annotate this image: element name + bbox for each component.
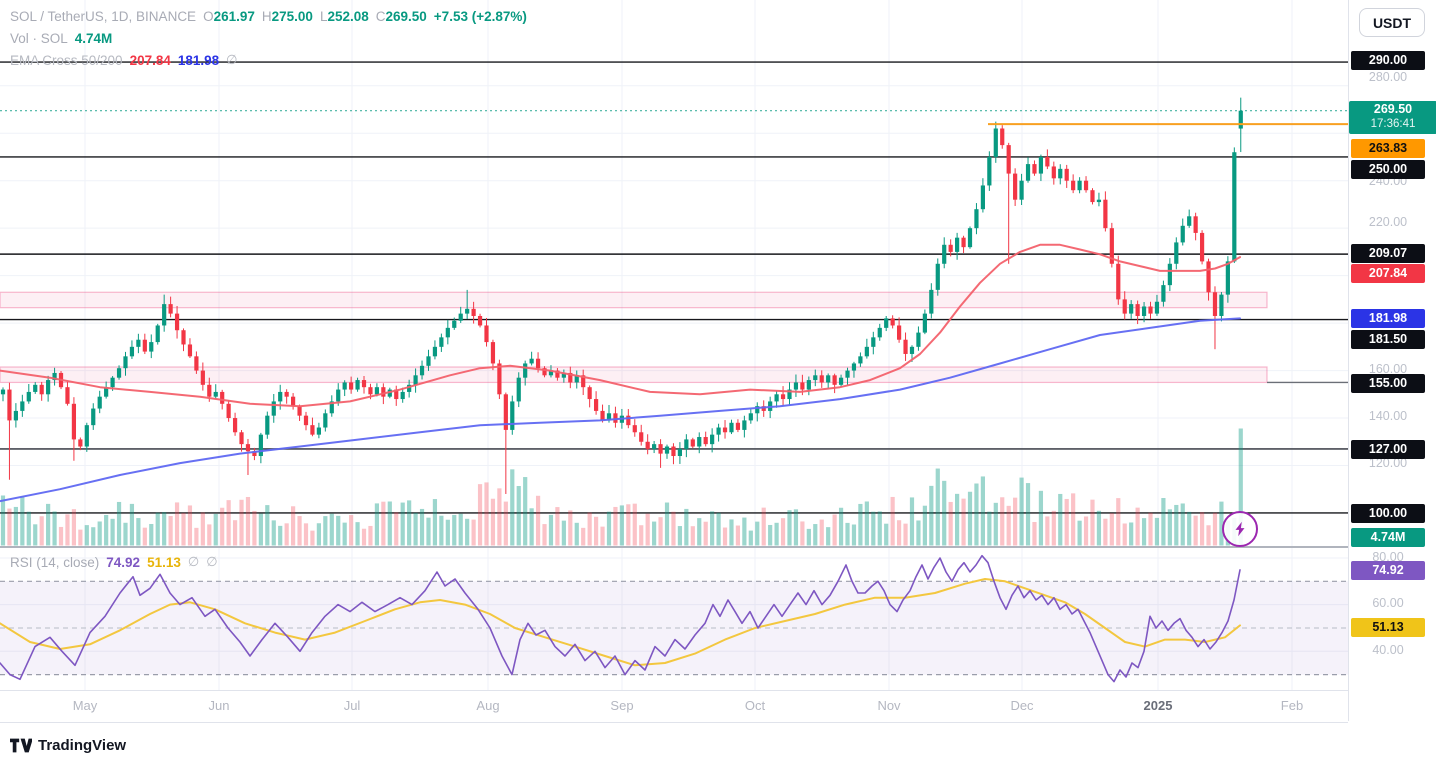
price-axis-tick: 220.00 <box>1368 215 1408 229</box>
open-label: O <box>203 8 214 24</box>
time-axis-month-label: Aug <box>476 698 500 713</box>
price-axis-badge: 263.83 <box>1351 138 1425 158</box>
price-axis-badge: 155.00 <box>1351 373 1425 393</box>
price-axis-badge: 269.50 17:36:41 <box>1349 100 1436 134</box>
time-axis-month-label: Sep <box>610 698 634 713</box>
price-axis-badge: 100.00 <box>1351 503 1425 523</box>
price-axis-badge: 74.92 <box>1351 560 1425 580</box>
price-axis-tick: 160.00 <box>1368 362 1408 376</box>
ema-cross-label: EMA Cross 50/200 <box>10 52 123 68</box>
hide-rsi-icon[interactable]: ∅ <box>187 554 200 569</box>
price-axis-tick: 120.00 <box>1368 456 1408 470</box>
time-axis-month-label: May <box>72 698 98 713</box>
low-label: L <box>319 8 328 24</box>
price-axis-badge: 181.98 <box>1351 308 1425 328</box>
currency-unit-button[interactable]: USDT <box>1359 8 1425 37</box>
rsi-legend: RSI (14, close) 74.92 51.13 ∅ ∅ <box>10 551 218 573</box>
price-axis-badge: 290.00 <box>1351 50 1425 70</box>
price-axis-badge: 250.00 <box>1351 159 1425 179</box>
price-axis-badge: 207.84 <box>1351 263 1425 283</box>
rsi-label: RSI (14, close) <box>10 554 100 570</box>
bar-countdown-timer: 17:36:41 <box>1370 118 1416 130</box>
volume-row[interactable]: Vol · SOL 4.74M <box>10 27 527 49</box>
open-value: 261.97 <box>213 8 255 24</box>
time-axis-year-label: 2025 <box>1143 698 1173 713</box>
change-value: +7.53 (+2.87%) <box>433 8 527 24</box>
ema-slow-value: 181.98 <box>177 52 220 68</box>
ema-cross-row[interactable]: EMA Cross 50/200 207.84 181.98 ∅ <box>10 49 527 71</box>
rsi-ma-value: 51.13 <box>147 554 181 570</box>
price-axis-badge: 209.07 <box>1351 243 1425 263</box>
price-axis[interactable]: USDT 290.00 280.00 269.50 17:36:41 263.83 250… <box>1348 0 1436 721</box>
volume-label: Vol · SOL <box>10 30 68 46</box>
time-axis-month-label: Jun <box>208 698 230 713</box>
price-axis-badge: 127.00 <box>1351 439 1425 459</box>
time-axis-month-label: Nov <box>877 698 901 713</box>
volume-value: 4.74M <box>74 30 113 46</box>
price-axis-badge: 4.74M <box>1351 527 1425 547</box>
lightning-bolt-icon <box>1235 521 1245 537</box>
symbol-row[interactable]: SOL / TetherUS, 1D, BINANCE O261.97 H275… <box>10 5 527 27</box>
time-axis[interactable]: May Jun Jul Aug Sep Oct Nov Dec 2025 Feb <box>0 690 1348 723</box>
low-value: 252.08 <box>327 8 369 24</box>
time-axis-month-label: Jul <box>343 698 361 713</box>
ema-fast-value: 207.84 <box>129 52 171 68</box>
price-axis-tick: 280.00 <box>1368 70 1408 84</box>
tradingview-attribution[interactable]: TradingView <box>10 737 126 754</box>
time-axis-month-label: Feb <box>1280 698 1304 713</box>
hide-rsi-ma-icon[interactable]: ∅ <box>206 554 218 569</box>
time-axis-month-label: Oct <box>744 698 766 713</box>
high-value: 275.00 <box>271 8 313 24</box>
price-axis-tick: 60.00 <box>1372 596 1404 610</box>
symbol-title[interactable]: SOL / TetherUS, 1D, BINANCE <box>10 8 197 24</box>
price-axis-tick: 40.00 <box>1372 643 1404 657</box>
quick-trade-button[interactable] <box>1222 511 1258 547</box>
price-axis-badge: 181.50 <box>1351 329 1425 349</box>
close-value: 269.50 <box>385 8 427 24</box>
high-label: H <box>261 8 272 24</box>
hide-indicator-icon[interactable]: ∅ <box>226 52 238 67</box>
brand-name: TradingView <box>38 737 127 754</box>
chart-legend: SOL / TetherUS, 1D, BINANCE O261.97 H275… <box>10 5 527 71</box>
time-axis-month-label: Dec <box>1010 698 1034 713</box>
tradingview-logo-icon <box>10 738 32 753</box>
rsi-row[interactable]: RSI (14, close) 74.92 51.13 ∅ ∅ <box>10 551 218 573</box>
close-label: C <box>375 8 386 24</box>
price-axis-tick: 140.00 <box>1368 409 1408 423</box>
price-axis-badge: 51.13 <box>1351 617 1425 637</box>
rsi-value: 74.92 <box>106 554 141 570</box>
main-chart-canvas[interactable] <box>0 0 1348 690</box>
